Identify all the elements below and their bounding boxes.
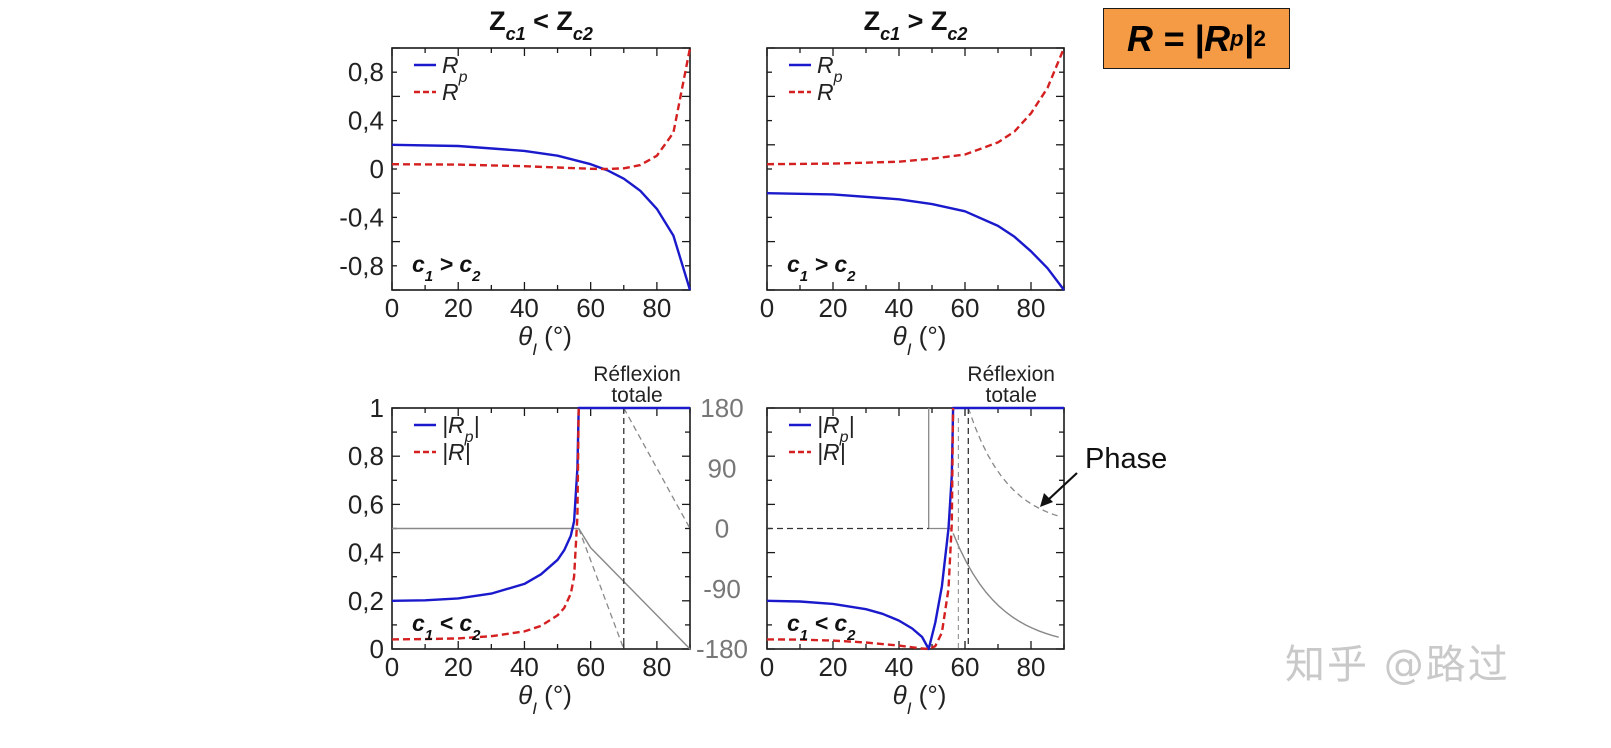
legend-label: Rp xyxy=(817,52,843,86)
series-Rp-line xyxy=(766,192,1065,291)
series-R-line xyxy=(391,407,580,641)
legend-label: |Rp| xyxy=(442,412,479,446)
x-tick-label: 80 xyxy=(1017,652,1046,682)
y2-tick-label: 180 xyxy=(700,393,743,423)
phase-step xyxy=(928,408,952,530)
y2-tick-label: -90 xyxy=(703,574,741,604)
legend-label: R xyxy=(442,79,459,105)
legend-label: Rp xyxy=(442,52,468,86)
x-axis-label: θI (°) xyxy=(518,321,572,359)
legend-label: |R| xyxy=(442,439,471,465)
chart-bottom-left: 0 20 40 60 80 θI (°) 1 0,8 0,6 0,4 0,2 0 180 90 0 -90 -1… xyxy=(348,363,748,718)
y-tick-label: -0,4 xyxy=(339,202,384,232)
x-tick-label: 20 xyxy=(819,293,848,323)
series-Rp-line xyxy=(391,143,692,291)
x-tick-label: 40 xyxy=(510,293,539,323)
x-tick-label: 20 xyxy=(444,293,473,323)
region-label: Réflexion xyxy=(967,363,1055,386)
x-tick-label: 0 xyxy=(760,293,774,323)
series-Rp-line xyxy=(391,406,690,602)
legend-label: R xyxy=(817,79,834,105)
x-tick-label: 40 xyxy=(885,652,914,682)
medium-annotation: c1 < c2 xyxy=(412,610,481,644)
x-tick-label: 60 xyxy=(951,652,980,682)
region-label: Réflexion xyxy=(593,363,681,386)
x-tick-label: 60 xyxy=(576,652,605,682)
x-tick-label: 60 xyxy=(576,293,605,323)
phase-curve-dashed xyxy=(623,407,691,529)
phase-label: Phase xyxy=(1085,443,1167,475)
x-tick-label: 80 xyxy=(1017,293,1046,323)
formula-main: R = |R xyxy=(1127,17,1231,59)
y-tick-label: 0,2 xyxy=(348,586,384,616)
y-tick-label: 1 xyxy=(370,393,384,423)
phase-curve xyxy=(392,527,691,650)
chart-top-right: 0 20 40 60 80 θI (°) Zc1 > Zc2 c1 > c2 xyxy=(760,6,1066,359)
x-tick-label: 0 xyxy=(760,652,774,682)
y-tick-label: 0,4 xyxy=(348,538,384,568)
y-tick-label: 0,4 xyxy=(348,106,384,136)
region-label: totale xyxy=(611,384,662,407)
y-tick-label: 0,6 xyxy=(348,489,384,519)
x-tick-label: 80 xyxy=(642,293,671,323)
phase-arrow xyxy=(1047,472,1078,501)
chart-top-left: 0 20 40 60 80 θI (°) 0,8 0,4 0 -0,4 -0,8 Zc1 < Zc2 c… xyxy=(339,6,692,359)
phase-arrowhead xyxy=(1040,493,1053,507)
series-R-line xyxy=(766,407,955,651)
watermark: 知乎 @路过 xyxy=(1285,642,1510,688)
legend-label: |Rp| xyxy=(817,412,854,446)
legend-label: |R| xyxy=(817,439,846,465)
series-Rp-line xyxy=(766,406,1064,651)
x-tick-label: 0 xyxy=(385,652,399,682)
formula-box: R = |R p | 2 xyxy=(1103,8,1290,69)
region-label: totale xyxy=(986,384,1037,407)
medium-annotation: c1 > c2 xyxy=(412,251,481,285)
series-R-line xyxy=(766,47,1066,166)
phase-curve xyxy=(952,533,1059,638)
formula-sup: 2 xyxy=(1253,25,1266,51)
y2-tick-label: -180 xyxy=(696,634,748,664)
x-tick-label: 80 xyxy=(642,652,671,682)
y2-tick-label: 0 xyxy=(715,514,729,544)
medium-annotation: c1 < c2 xyxy=(787,610,856,644)
phase-curve-dashed xyxy=(967,407,1061,518)
x-tick-label: 20 xyxy=(444,652,473,682)
x-axis-label: θI (°) xyxy=(893,680,947,718)
x-tick-label: 40 xyxy=(510,652,539,682)
x-axis-label: θI (°) xyxy=(518,680,572,718)
y2-tick-label: 90 xyxy=(708,453,737,483)
formula-after: | xyxy=(1243,17,1254,59)
y-tick-label: 0,8 xyxy=(348,441,384,471)
chart-title: Zc1 < Zc2 xyxy=(489,6,593,44)
formula-sub: p xyxy=(1230,25,1244,51)
chart-title: Zc1 > Zc2 xyxy=(864,6,968,44)
y-tick-label: 0 xyxy=(370,154,384,184)
y-tick-label: -0,8 xyxy=(339,251,384,281)
phase-curve-dashed xyxy=(578,528,625,650)
x-tick-label: 0 xyxy=(385,293,399,323)
x-tick-label: 20 xyxy=(819,652,848,682)
y-tick-label: 0 xyxy=(370,634,384,664)
y-tick-label: 0,8 xyxy=(348,57,384,87)
x-axis-label: θI (°) xyxy=(893,321,947,359)
series-R-line xyxy=(391,47,692,171)
medium-annotation: c1 > c2 xyxy=(787,251,856,285)
x-tick-label: 60 xyxy=(951,293,980,323)
x-tick-label: 40 xyxy=(885,293,914,323)
